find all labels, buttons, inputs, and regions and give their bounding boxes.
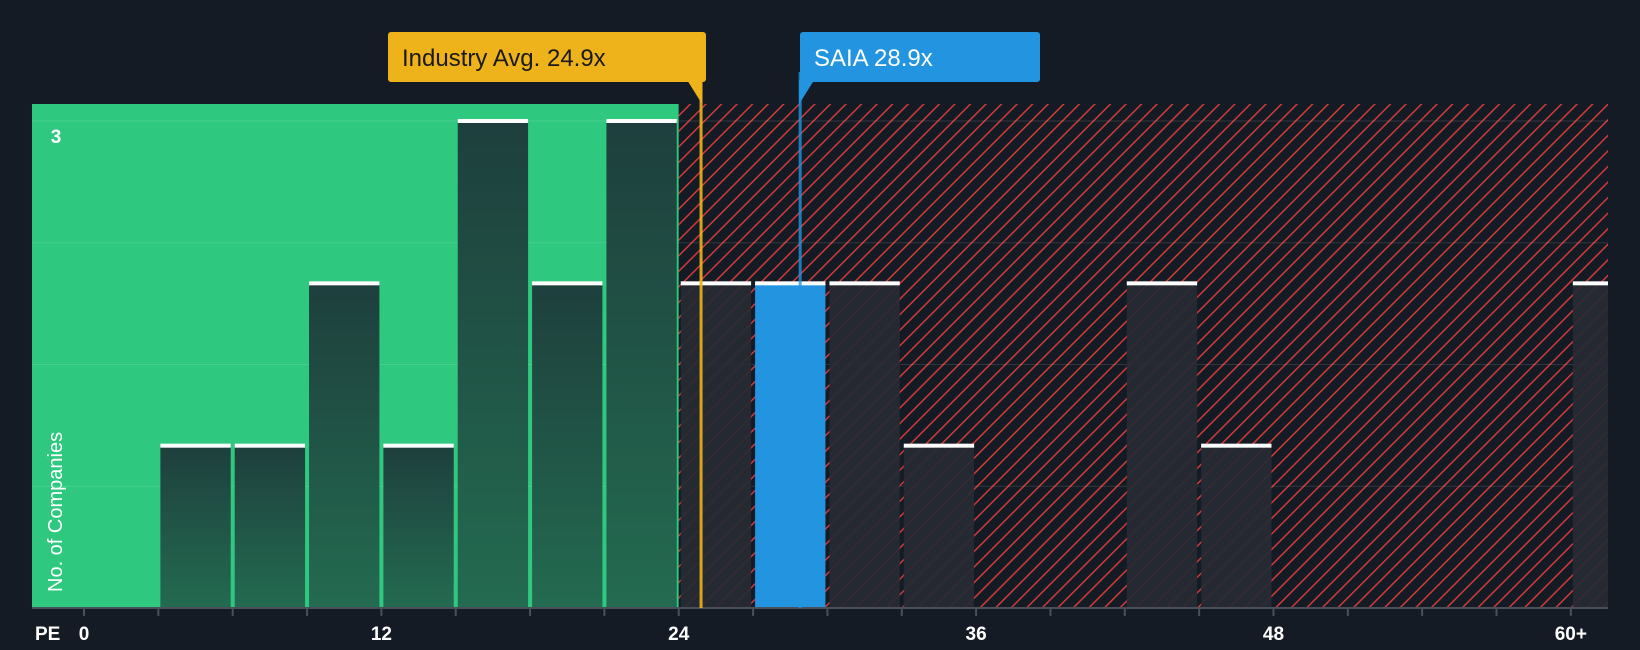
bar-cap (1126, 281, 1198, 286)
histogram-bar (1201, 445, 1272, 608)
callout-box (388, 32, 706, 82)
x-tick-label: 0 (79, 624, 90, 645)
bar-cap (755, 281, 826, 286)
x-tick-label: 24 (668, 624, 690, 645)
histogram-bar (160, 445, 231, 608)
bar-cap (903, 443, 975, 448)
y-axis-title: No. of Companies (45, 432, 67, 592)
histogram-bar (309, 283, 380, 608)
histogram-bar (457, 121, 529, 608)
bar-cap (1572, 281, 1608, 286)
x-axis-title: PE (35, 624, 60, 645)
bar-cap (680, 281, 752, 286)
bar-cap (457, 119, 529, 123)
histogram-bar (1572, 283, 1608, 608)
marker-lines (699, 72, 802, 608)
x-tick-label: 60+ (1555, 624, 1587, 645)
histogram-bar (383, 445, 454, 608)
histogram-bars (160, 119, 1608, 608)
y-tick-label: 3 (51, 127, 62, 148)
x-axis-title-group: PE (35, 624, 60, 645)
bar-cap (383, 443, 454, 448)
x-tick-label: 36 (966, 624, 987, 645)
bar-cap (829, 281, 900, 286)
marker-line (699, 72, 703, 608)
histogram-bar (1126, 283, 1198, 608)
bar-cap (309, 281, 380, 286)
x-tick-label: 48 (1263, 624, 1284, 645)
bar-cap (160, 443, 231, 448)
callout-box (800, 32, 1040, 82)
histogram-bar (532, 283, 603, 608)
callout-pointer (687, 80, 703, 104)
histogram-bar (680, 283, 752, 608)
callout-pointer (799, 80, 815, 104)
callout-label: SAIA 28.9x (814, 45, 933, 72)
callout-label: Industry Avg. 24.9x (402, 45, 606, 72)
x-tick-label: 12 (371, 624, 392, 645)
callouts: Industry Avg. 24.9x SAIA 28.9x (388, 32, 1040, 104)
highlight-bar (755, 283, 826, 608)
bar-cap (532, 281, 603, 286)
y-axis: 3 No. of Companies (45, 127, 67, 592)
histogram-bar (903, 445, 975, 608)
bar-cap (1201, 443, 1272, 448)
bar-cap (606, 119, 677, 123)
histogram-bar (234, 445, 306, 608)
marker-line (798, 72, 802, 608)
histogram-bar (829, 283, 900, 608)
bar-cap (234, 443, 306, 448)
x-axis: 0 12 24 36 48 60+ (32, 607, 1608, 645)
histogram-bar (606, 121, 677, 608)
